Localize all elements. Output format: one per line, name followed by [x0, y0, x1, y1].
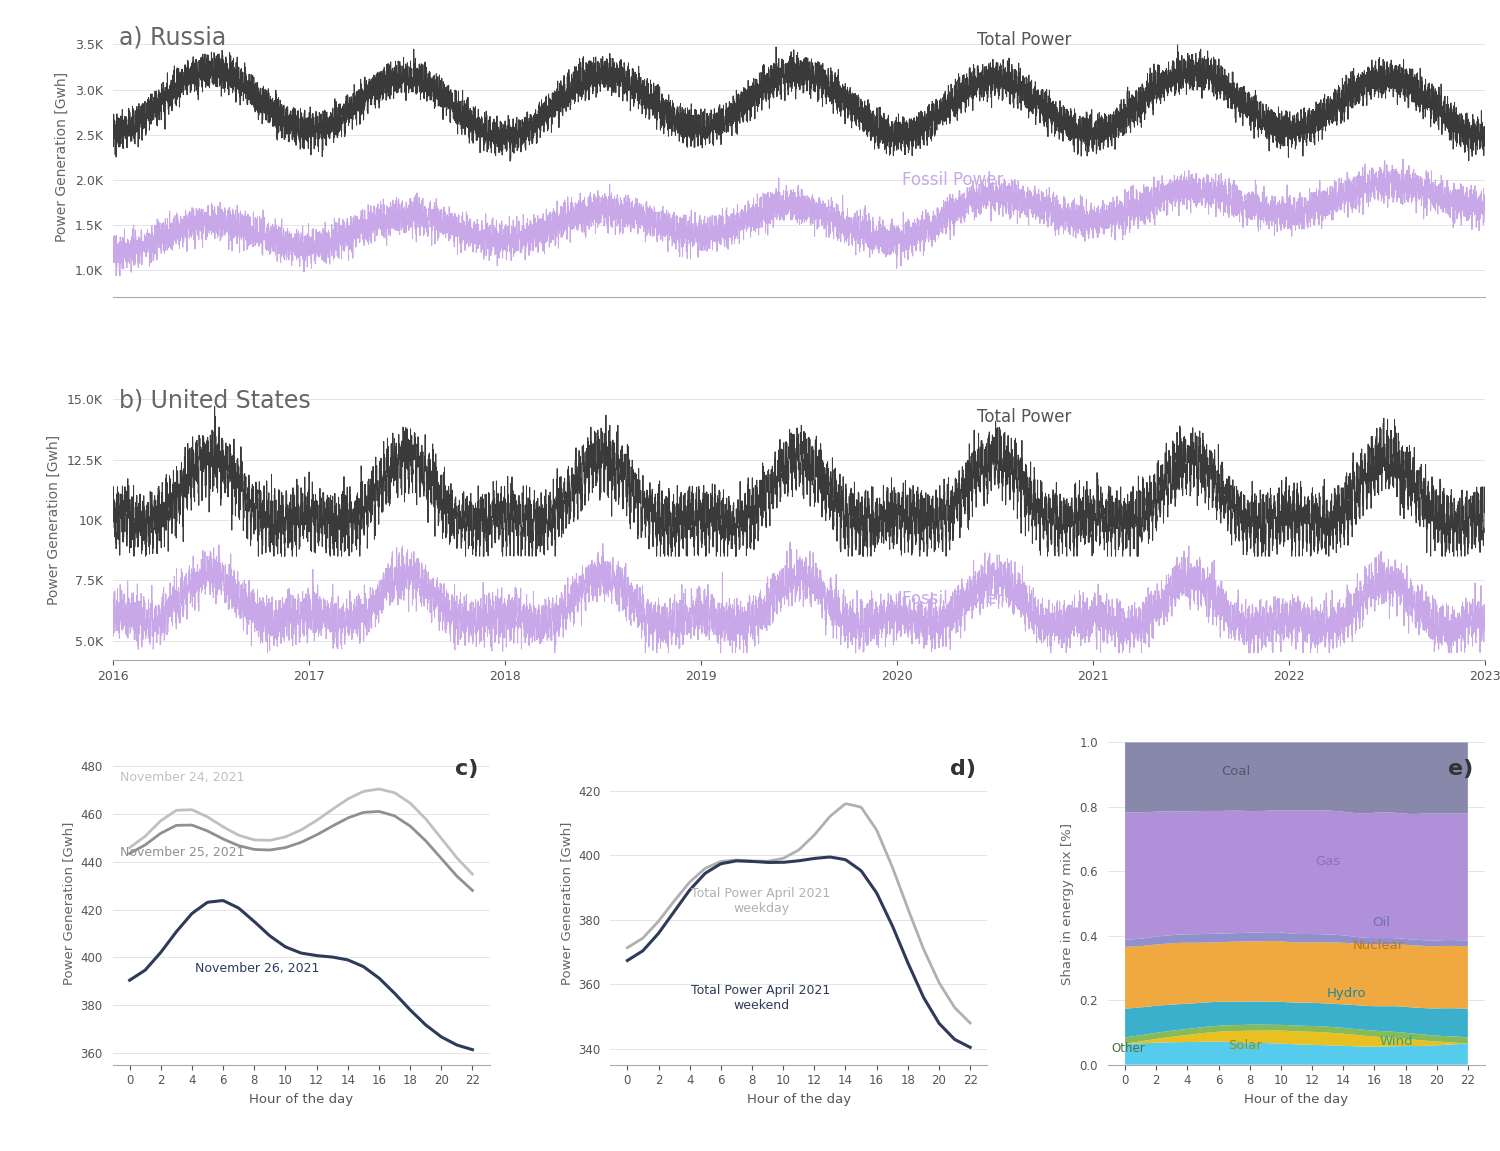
Text: b) United States: b) United States — [120, 388, 310, 412]
Text: Coal: Coal — [1221, 764, 1251, 778]
Text: c): c) — [454, 759, 478, 778]
Text: November 24, 2021: November 24, 2021 — [120, 771, 244, 785]
Text: Total Power: Total Power — [976, 31, 1071, 49]
Text: Wind: Wind — [1380, 1036, 1413, 1049]
Y-axis label: Power Generation [Gwh]: Power Generation [Gwh] — [560, 822, 573, 985]
Text: Nuclear: Nuclear — [1353, 939, 1404, 952]
X-axis label: Hour of the day: Hour of the day — [249, 1093, 352, 1106]
Text: Other: Other — [1112, 1042, 1146, 1054]
Text: Total Power: Total Power — [976, 407, 1071, 426]
X-axis label: Hour of the day: Hour of the day — [747, 1093, 850, 1106]
X-axis label: Hour of the day: Hour of the day — [1245, 1093, 1348, 1106]
Text: November 25, 2021: November 25, 2021 — [120, 846, 244, 859]
Text: Gas: Gas — [1316, 855, 1341, 868]
Y-axis label: Power Generation [Gwh]: Power Generation [Gwh] — [62, 822, 75, 985]
Y-axis label: Share in energy mix [%]: Share in energy mix [%] — [1060, 823, 1074, 984]
Text: Solar: Solar — [1228, 1038, 1263, 1052]
Text: Total Power April 2021
weekend: Total Power April 2021 weekend — [692, 984, 831, 1012]
Text: Fossil Power: Fossil Power — [902, 590, 1004, 608]
Y-axis label: Power Generation [Gwh]: Power Generation [Gwh] — [46, 435, 62, 605]
Text: Fossil Power: Fossil Power — [902, 171, 1004, 190]
Text: e): e) — [1449, 759, 1473, 778]
Text: November 26, 2021: November 26, 2021 — [195, 961, 320, 975]
Text: Total Power April 2021
weekday: Total Power April 2021 weekday — [692, 887, 831, 915]
Text: a) Russia: a) Russia — [120, 25, 226, 49]
Text: d): d) — [950, 759, 976, 778]
Text: Hydro: Hydro — [1326, 988, 1366, 1000]
Text: Oil: Oil — [1372, 916, 1390, 929]
Y-axis label: Power Generation [Gwh]: Power Generation [Gwh] — [56, 73, 69, 243]
